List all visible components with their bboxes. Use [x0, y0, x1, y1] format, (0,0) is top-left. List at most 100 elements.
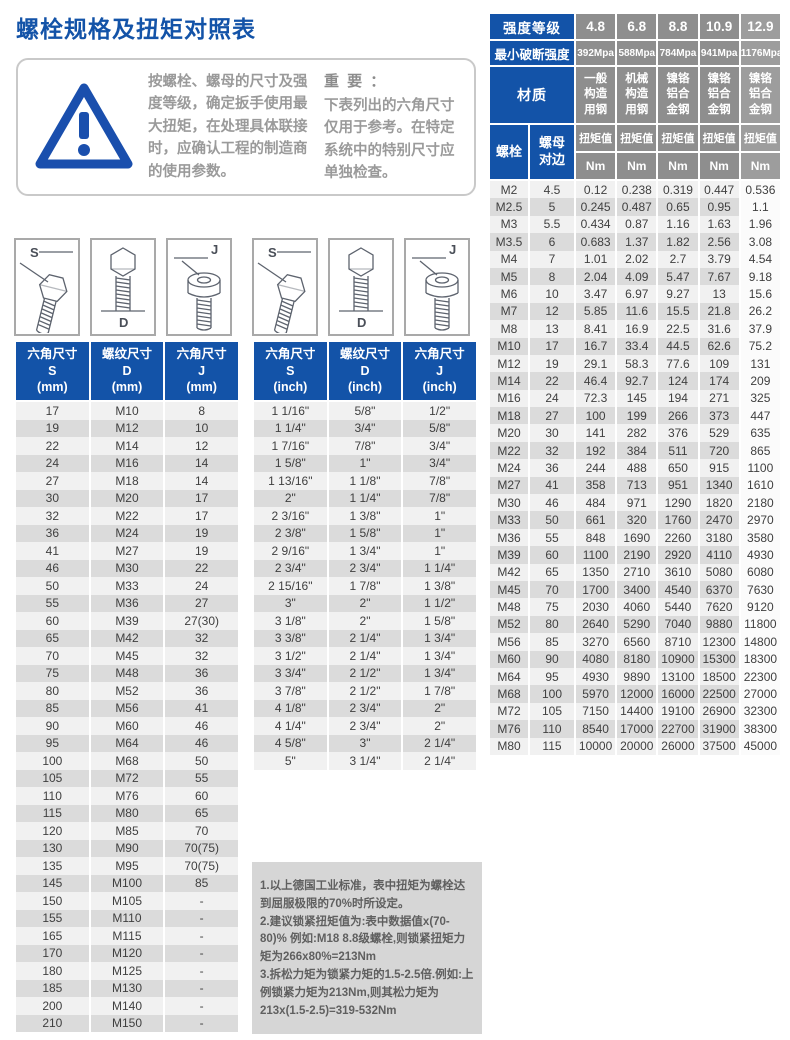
table-row: M20 30 141 282 376 529 635 — [488, 424, 783, 442]
cell: M125 — [88, 962, 166, 980]
table-row: M12 19 29.1 58.3 77.6 109 131 — [488, 354, 783, 373]
socket-screw-icon: J — [174, 242, 221, 331]
cell: 1290 — [656, 494, 700, 512]
cell: 376 — [656, 424, 700, 442]
table-row: 3 3/4" 2 1/2" 1 3/4" — [252, 664, 478, 682]
cell: - — [163, 962, 240, 980]
warning-triangle-icon — [32, 79, 136, 176]
header-row: 螺栓 螺母 对边 扭矩值 扭矩值 扭矩值 扭矩值 扭矩值 — [488, 123, 783, 181]
cell: 6080 — [738, 563, 783, 581]
cell: 8180 — [615, 650, 659, 668]
table-row: M68 100 5970 12000 16000 22500 27000 — [488, 685, 783, 703]
cell: 14 — [163, 454, 240, 472]
cell: 635 — [738, 424, 783, 442]
material-label: 材质 — [488, 65, 576, 125]
cell: 26000 — [656, 737, 700, 755]
cell: M30 — [488, 494, 530, 512]
cell: 62.6 — [697, 337, 741, 355]
column-header: 螺纹尺寸 D (mm) — [88, 340, 166, 402]
grade-value: 8.8 — [656, 12, 700, 41]
table-row: M14 22 46.4 92.7 124 174 209 — [488, 372, 783, 390]
bolt-label: 螺栓 — [488, 123, 530, 181]
cell: 29.1 — [573, 354, 618, 373]
cell: 17 — [528, 337, 576, 355]
cell: 36 — [163, 682, 240, 700]
table-row: 110 M76 60 — [14, 787, 240, 805]
cell: 3610 — [656, 563, 700, 581]
cell: 36 — [14, 524, 91, 542]
metric-bolt-diagrams: S D J — [14, 238, 232, 336]
bolt-diagram-box: J — [404, 238, 470, 336]
cell: 484 — [573, 494, 618, 512]
cell: M56 — [88, 699, 166, 717]
table-row: M3.5 6 0.683 1.37 1.82 2.56 3.08 — [488, 233, 783, 251]
table-row: 1 5/8" 1" 3/4" — [252, 454, 478, 472]
cell: 32 — [528, 441, 576, 460]
cell: 55 — [14, 594, 91, 612]
cell: M120 — [88, 944, 166, 962]
header-row: 六角尺寸 S (mm) 螺纹尺寸 D (mm) 六角尺寸 J (mm) — [14, 340, 240, 402]
cell: M24 — [488, 459, 530, 477]
cell: 70(75) — [163, 839, 240, 857]
cell: M33 — [88, 577, 166, 595]
cell: 46 — [528, 494, 576, 512]
cell: 9880 — [697, 615, 741, 634]
cell: 27 — [163, 594, 240, 612]
material-value: 镍铬 铝合 金钢 — [697, 65, 741, 125]
cell: - — [163, 892, 240, 910]
cell: 7 — [528, 250, 576, 268]
cell: 4.09 — [615, 267, 659, 286]
cell: 124 — [656, 372, 700, 390]
cell: 1 1/4" — [252, 419, 329, 437]
table-row: 3 1/2" 2 1/4" 1 3/4" — [252, 647, 478, 665]
cell: M150 — [88, 1014, 166, 1032]
cell: M33 — [488, 511, 530, 529]
cell: M12 — [88, 419, 166, 437]
cell: 3 3/8" — [252, 629, 329, 647]
cell: 6370 — [697, 580, 741, 599]
cell: 55 — [528, 528, 576, 547]
cell: 45000 — [738, 737, 783, 755]
cell: 60 — [528, 546, 576, 564]
cell: 130 — [14, 839, 91, 857]
svg-text:J: J — [449, 242, 456, 257]
cell: 90 — [528, 650, 576, 668]
table-row: M27 41 358 713 951 1340 1610 — [488, 476, 783, 495]
cell: M68 — [488, 685, 530, 703]
cell: 33.4 — [615, 337, 659, 355]
table-row: M39 60 1100 2190 2920 4110 4930 — [488, 546, 783, 564]
cell: 2" — [252, 489, 329, 507]
table-row: M48 75 2030 4060 5440 7620 9120 — [488, 598, 783, 616]
cell: M60 — [88, 717, 166, 735]
cell: 3 1/2" — [252, 647, 329, 665]
breaking-strength-value: 392Mpa — [573, 39, 618, 67]
cell: 1100 — [573, 546, 618, 564]
cell: 6560 — [615, 633, 659, 651]
cell: 131 — [738, 354, 783, 373]
cell: 70 — [163, 822, 240, 840]
cell: M22 — [88, 507, 166, 525]
cell: 2 15/16" — [252, 577, 329, 595]
cell: M76 — [488, 720, 530, 738]
cell: 0.95 — [697, 198, 741, 216]
cell: 50 — [163, 752, 240, 770]
socket-screw-icon: J — [412, 242, 459, 331]
cell: 971 — [615, 494, 659, 512]
cell: 1.82 — [656, 233, 700, 251]
cell: 2 3/4" — [326, 559, 404, 577]
table-row: M42 65 1350 2710 3610 5080 6080 — [488, 563, 783, 581]
table-row: 4 1/8" 2 3/4" 2" — [252, 699, 478, 717]
cell: M130 — [88, 979, 166, 997]
note-line: 3.拆松力矩为锁紧力矩的1.5-2.5倍.例如:上例锁紧力矩为213Nm,则其松… — [260, 969, 474, 1017]
cell: M48 — [88, 664, 166, 682]
cell: 85 — [163, 874, 240, 892]
cell: 1/2" — [401, 401, 478, 420]
cell: 3 1/4" — [326, 752, 404, 770]
table-row: 5" 3 1/4" 2 1/4" — [252, 752, 478, 770]
cell: 320 — [615, 511, 659, 529]
cell: 8710 — [656, 633, 700, 651]
cell: M110 — [88, 909, 166, 927]
breaking-strength-label: 最小破断强度 — [488, 39, 576, 67]
cell: M30 — [88, 559, 166, 577]
cell: 282 — [615, 424, 659, 442]
